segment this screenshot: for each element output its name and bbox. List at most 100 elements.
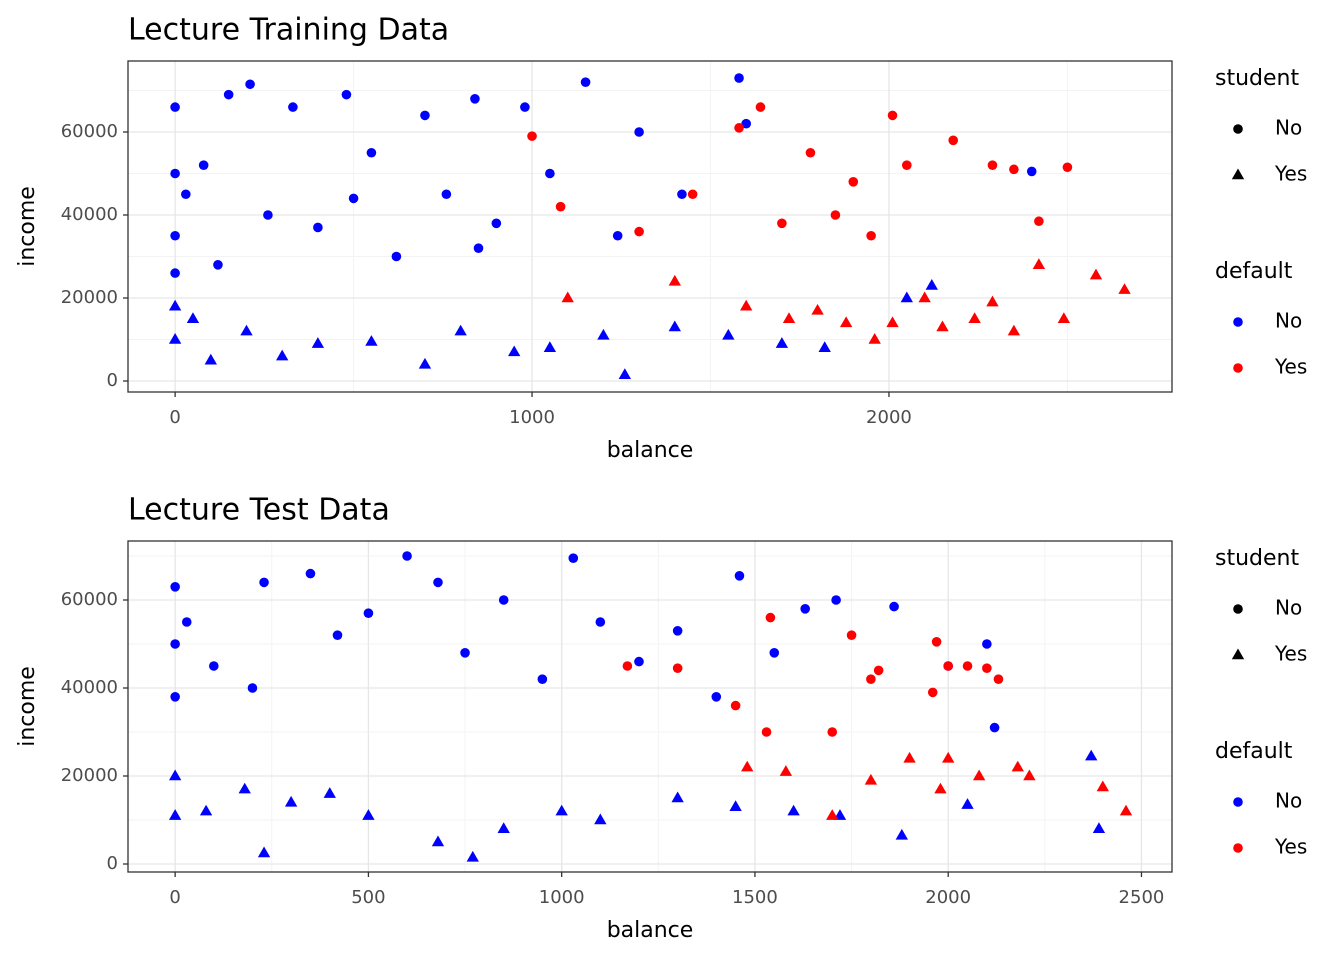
point bbox=[902, 160, 912, 170]
legend-label: No bbox=[1275, 116, 1302, 140]
point bbox=[826, 809, 839, 820]
point bbox=[903, 751, 916, 763]
panel-border bbox=[127, 540, 1173, 873]
point bbox=[886, 316, 899, 328]
y-tick-label: 60000 bbox=[61, 589, 118, 610]
point bbox=[848, 176, 859, 187]
point bbox=[982, 663, 992, 674]
point bbox=[868, 332, 881, 344]
point bbox=[498, 595, 509, 605]
legend-label: No bbox=[1275, 596, 1302, 620]
point bbox=[1034, 216, 1044, 227]
point bbox=[170, 581, 180, 592]
point bbox=[323, 787, 336, 798]
panel-border bbox=[127, 60, 1173, 393]
legend-symbol bbox=[1233, 604, 1243, 614]
legend-title: student bbox=[1215, 546, 1299, 571]
point bbox=[755, 102, 766, 112]
y-tick-label: 20000 bbox=[61, 765, 118, 786]
legend-title: default bbox=[1215, 259, 1293, 284]
point bbox=[1057, 312, 1071, 323]
point bbox=[223, 89, 234, 100]
point bbox=[730, 700, 741, 711]
x-tick-label: 2000 bbox=[925, 887, 971, 908]
point bbox=[741, 118, 751, 129]
point bbox=[199, 804, 213, 816]
x-tick-label: 1000 bbox=[539, 887, 585, 908]
point bbox=[431, 835, 445, 847]
point bbox=[765, 612, 776, 623]
point bbox=[366, 147, 377, 158]
x-tick-label: 500 bbox=[351, 887, 385, 908]
point bbox=[240, 324, 253, 336]
point bbox=[887, 110, 898, 121]
point bbox=[972, 769, 986, 781]
point bbox=[595, 617, 606, 627]
point bbox=[866, 230, 876, 241]
point bbox=[711, 692, 722, 702]
point bbox=[313, 222, 323, 233]
point bbox=[612, 230, 623, 241]
point bbox=[418, 357, 432, 369]
y-tick-label: 0 bbox=[107, 853, 118, 874]
legend-title: student bbox=[1215, 66, 1299, 91]
point bbox=[1011, 760, 1024, 772]
point bbox=[213, 259, 223, 270]
point bbox=[537, 674, 548, 685]
y-tick-label: 0 bbox=[107, 370, 118, 391]
point bbox=[1119, 804, 1133, 816]
chart-title: Lecture Training Data bbox=[128, 13, 449, 48]
y-tick-label: 60000 bbox=[61, 121, 118, 142]
point bbox=[900, 291, 913, 303]
point bbox=[473, 243, 484, 253]
point bbox=[1096, 780, 1109, 792]
point bbox=[668, 320, 681, 332]
point bbox=[170, 639, 180, 649]
point bbox=[561, 291, 574, 303]
point bbox=[1118, 283, 1131, 294]
point bbox=[634, 127, 644, 137]
point bbox=[1026, 166, 1037, 177]
point bbox=[1007, 324, 1021, 336]
point bbox=[170, 102, 180, 112]
point bbox=[348, 193, 359, 204]
point bbox=[594, 813, 607, 825]
point bbox=[634, 656, 644, 667]
point bbox=[497, 822, 510, 834]
x-tick-label: 1000 bbox=[509, 407, 555, 428]
point bbox=[889, 601, 899, 612]
point bbox=[168, 769, 182, 781]
point bbox=[936, 320, 949, 332]
point bbox=[545, 168, 555, 179]
x-axis-label: balance bbox=[607, 918, 694, 943]
point bbox=[787, 804, 800, 816]
legend-symbol bbox=[1233, 843, 1243, 853]
point bbox=[734, 123, 744, 133]
point bbox=[831, 595, 841, 605]
point bbox=[332, 630, 343, 640]
point bbox=[491, 218, 502, 229]
point bbox=[1092, 822, 1106, 834]
point bbox=[740, 299, 753, 311]
point bbox=[827, 727, 838, 737]
point bbox=[555, 201, 566, 212]
point bbox=[460, 648, 470, 658]
point bbox=[1023, 769, 1036, 781]
y-tick-label: 20000 bbox=[61, 287, 118, 308]
point bbox=[568, 553, 579, 563]
point bbox=[734, 570, 745, 581]
point bbox=[948, 135, 959, 146]
point bbox=[741, 760, 754, 772]
x-axis-label: balance bbox=[607, 438, 694, 463]
point bbox=[198, 160, 209, 170]
point bbox=[777, 218, 787, 229]
point bbox=[866, 674, 876, 685]
point bbox=[363, 608, 374, 618]
point bbox=[931, 637, 942, 647]
point bbox=[864, 773, 878, 785]
point bbox=[987, 160, 998, 170]
point bbox=[580, 77, 591, 87]
point bbox=[247, 683, 258, 693]
point bbox=[420, 110, 430, 121]
point bbox=[555, 804, 568, 816]
